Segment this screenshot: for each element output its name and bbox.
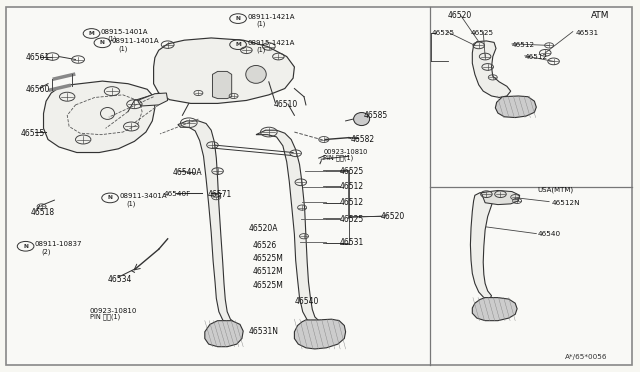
Polygon shape <box>495 96 536 118</box>
Text: 46518: 46518 <box>31 208 55 217</box>
Text: (1): (1) <box>256 47 266 54</box>
Text: 46512: 46512 <box>339 182 364 191</box>
Text: 46525: 46525 <box>339 215 364 224</box>
Text: 46512M: 46512M <box>253 267 284 276</box>
Polygon shape <box>44 81 155 153</box>
Text: 08911-3401A: 08911-3401A <box>119 193 166 199</box>
Ellipse shape <box>353 112 370 126</box>
Text: USA(MTM): USA(MTM) <box>538 186 573 193</box>
Text: 46512: 46512 <box>512 42 535 48</box>
Text: N: N <box>108 195 113 201</box>
Text: 46540F: 46540F <box>163 191 191 197</box>
Text: 46512: 46512 <box>525 54 548 60</box>
Text: 08915-1401A: 08915-1401A <box>100 29 148 35</box>
Polygon shape <box>154 38 294 103</box>
Text: 46540A: 46540A <box>173 169 202 177</box>
Text: N: N <box>100 40 105 45</box>
Text: 08911-10837: 08911-10837 <box>35 241 82 247</box>
Polygon shape <box>256 130 319 324</box>
Text: 46531: 46531 <box>576 30 599 36</box>
Polygon shape <box>472 298 517 321</box>
Polygon shape <box>481 190 520 205</box>
Text: PIN ピン(1): PIN ピン(1) <box>323 155 353 161</box>
Text: 00923-10810: 00923-10810 <box>323 149 367 155</box>
Text: 08911-1401A: 08911-1401A <box>111 38 159 44</box>
Text: 46585: 46585 <box>364 111 388 120</box>
Text: PIN ピン(1): PIN ピン(1) <box>90 314 120 320</box>
Text: 00923-10810: 00923-10810 <box>90 308 137 314</box>
Text: 46515: 46515 <box>20 129 45 138</box>
Polygon shape <box>470 193 494 299</box>
Polygon shape <box>205 321 243 347</box>
Text: 46525M: 46525M <box>253 281 284 290</box>
Polygon shape <box>472 41 511 97</box>
Text: 46512: 46512 <box>339 198 364 207</box>
Text: 46534: 46534 <box>108 275 132 284</box>
Text: (1): (1) <box>118 45 128 52</box>
Text: 46526: 46526 <box>253 241 277 250</box>
Polygon shape <box>178 121 234 324</box>
Text: 08915-1421A: 08915-1421A <box>247 40 294 46</box>
Text: 46520: 46520 <box>381 212 405 221</box>
Text: M: M <box>236 42 241 47</box>
Text: 46525: 46525 <box>432 30 455 36</box>
Text: 46520: 46520 <box>448 11 472 20</box>
Text: 46571: 46571 <box>208 190 232 199</box>
Text: (1): (1) <box>108 36 117 42</box>
Polygon shape <box>212 71 232 99</box>
Text: (1): (1) <box>256 21 266 28</box>
Text: 46560: 46560 <box>26 85 50 94</box>
Text: 46531: 46531 <box>339 238 364 247</box>
Text: N: N <box>23 244 28 249</box>
Text: M: M <box>89 31 94 36</box>
Text: 46510: 46510 <box>274 100 298 109</box>
Text: 46525: 46525 <box>471 30 494 36</box>
Text: 46561: 46561 <box>26 53 50 62</box>
Polygon shape <box>294 319 346 349</box>
Text: 46582: 46582 <box>351 135 375 144</box>
Text: 46525M: 46525M <box>253 254 284 263</box>
Text: 46520A: 46520A <box>248 224 278 233</box>
Text: 46525: 46525 <box>339 167 364 176</box>
Polygon shape <box>138 93 168 106</box>
FancyBboxPatch shape <box>6 7 632 365</box>
Text: 46540: 46540 <box>538 231 561 237</box>
Text: 46540: 46540 <box>294 297 319 306</box>
Text: 46512N: 46512N <box>552 200 580 206</box>
Ellipse shape <box>246 65 266 83</box>
Text: (1): (1) <box>126 200 136 207</box>
Text: (2): (2) <box>42 248 51 255</box>
Text: 46531N: 46531N <box>248 327 278 336</box>
Text: A*/65*0056: A*/65*0056 <box>564 354 607 360</box>
Text: N: N <box>236 16 241 21</box>
Text: ATM: ATM <box>591 11 609 20</box>
Text: 08911-1421A: 08911-1421A <box>247 14 294 20</box>
